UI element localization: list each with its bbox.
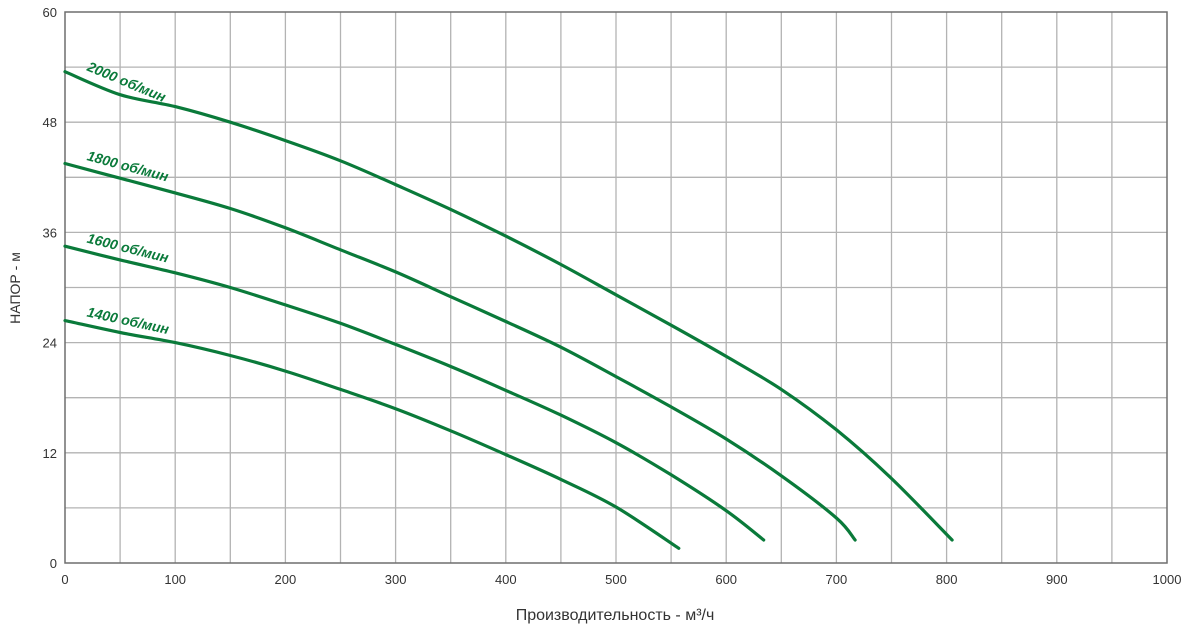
x-tick-label: 600 bbox=[715, 572, 737, 587]
series-label: 2000 об/мин bbox=[84, 58, 169, 105]
x-tick-label: 300 bbox=[385, 572, 407, 587]
plot-border bbox=[64, 11, 1168, 564]
x-tick-label: 700 bbox=[826, 572, 848, 587]
y-axis-label: НАПОР - м bbox=[7, 252, 23, 324]
y-tick-label: 0 bbox=[50, 556, 57, 571]
y-tick-label: 24 bbox=[43, 336, 57, 351]
series-line bbox=[63, 319, 681, 550]
grid bbox=[65, 12, 1167, 563]
tick-labels: 0 100 200 300 400 500 600 700 800 900 1000 0 12 24 36 4… bbox=[43, 5, 1182, 587]
x-tick-label: 100 bbox=[164, 572, 186, 587]
series-line bbox=[63, 70, 954, 542]
plot-frame bbox=[64, 11, 1168, 564]
y-tick-label: 36 bbox=[43, 225, 57, 240]
y-tick-label: 60 bbox=[43, 5, 57, 20]
series-label: 1400 об/мин bbox=[86, 304, 172, 337]
x-tick-label: 1000 bbox=[1153, 572, 1182, 587]
series-line bbox=[63, 161, 857, 542]
x-axis-label: Производительность - м³/ч bbox=[516, 607, 715, 624]
curves bbox=[63, 70, 954, 550]
y-tick-label: 48 bbox=[43, 115, 57, 130]
x-tick-label: 400 bbox=[495, 572, 517, 587]
series-line bbox=[63, 244, 766, 542]
x-tick-label: 500 bbox=[605, 572, 627, 587]
x-tick-label: 0 bbox=[61, 572, 68, 587]
y-tick-label: 12 bbox=[43, 446, 57, 461]
x-tick-label: 900 bbox=[1046, 572, 1068, 587]
x-tick-label: 800 bbox=[936, 572, 958, 587]
x-tick-label: 200 bbox=[275, 572, 297, 587]
